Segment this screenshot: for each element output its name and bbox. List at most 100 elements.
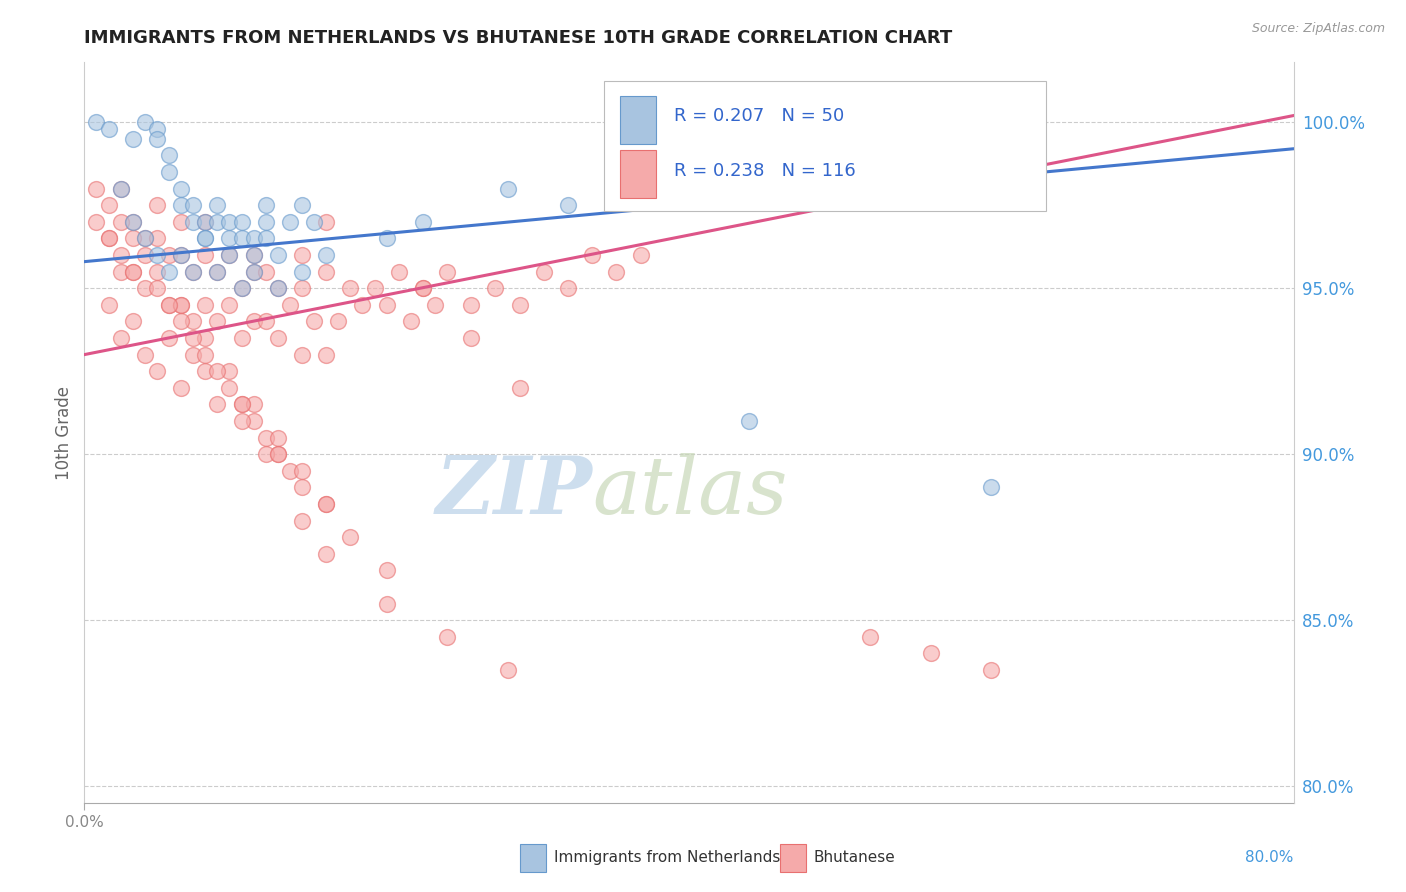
Point bbox=[920, 647, 942, 661]
Point bbox=[157, 248, 180, 262]
Point bbox=[194, 231, 217, 245]
Point bbox=[302, 314, 325, 328]
Point bbox=[375, 231, 398, 245]
Point bbox=[121, 231, 143, 245]
Point bbox=[859, 630, 882, 644]
Point bbox=[267, 447, 290, 461]
Point bbox=[375, 597, 398, 611]
Point bbox=[291, 514, 314, 528]
Point bbox=[121, 264, 143, 278]
Point bbox=[218, 298, 240, 312]
Point bbox=[339, 530, 361, 544]
Point bbox=[170, 248, 193, 262]
Point bbox=[242, 414, 264, 428]
Point bbox=[315, 348, 337, 362]
Point bbox=[134, 231, 156, 245]
Point bbox=[146, 231, 169, 245]
Point bbox=[267, 431, 290, 445]
Point bbox=[134, 115, 156, 129]
Point bbox=[97, 121, 120, 136]
Point bbox=[170, 298, 193, 312]
Point bbox=[315, 497, 337, 511]
Point bbox=[170, 298, 193, 312]
Point bbox=[110, 181, 132, 195]
Point bbox=[533, 264, 555, 278]
Point bbox=[97, 231, 120, 245]
Point bbox=[218, 248, 240, 262]
Point bbox=[170, 198, 193, 212]
Point bbox=[157, 148, 180, 162]
Point bbox=[110, 264, 132, 278]
Point bbox=[218, 231, 240, 245]
Point bbox=[436, 264, 458, 278]
Point bbox=[121, 132, 143, 146]
Text: ZIP: ZIP bbox=[436, 453, 592, 531]
Point bbox=[254, 215, 277, 229]
Point bbox=[291, 464, 314, 478]
Point bbox=[412, 215, 434, 229]
Point bbox=[157, 165, 180, 179]
Point bbox=[267, 447, 290, 461]
Point bbox=[170, 181, 193, 195]
Point bbox=[363, 281, 385, 295]
Point bbox=[134, 348, 156, 362]
Point bbox=[254, 231, 277, 245]
Point bbox=[110, 248, 132, 262]
Point bbox=[278, 464, 301, 478]
Point bbox=[231, 414, 253, 428]
Point bbox=[170, 248, 193, 262]
Point bbox=[509, 381, 531, 395]
Point bbox=[207, 364, 229, 378]
Point bbox=[328, 314, 350, 328]
Text: atlas: atlas bbox=[592, 453, 787, 531]
Point bbox=[980, 480, 1002, 494]
Point bbox=[352, 298, 374, 312]
Point bbox=[315, 248, 337, 262]
Point bbox=[146, 132, 169, 146]
Point bbox=[218, 215, 240, 229]
Point bbox=[231, 231, 253, 245]
Point bbox=[97, 198, 120, 212]
Point bbox=[291, 248, 314, 262]
Point bbox=[231, 281, 253, 295]
Point bbox=[231, 331, 253, 345]
Bar bbox=[780, 844, 806, 871]
Point bbox=[181, 264, 204, 278]
Point bbox=[339, 281, 361, 295]
Point bbox=[375, 298, 398, 312]
Point bbox=[484, 281, 506, 295]
Point bbox=[496, 663, 519, 677]
Point bbox=[267, 248, 290, 262]
Point bbox=[315, 547, 337, 561]
Point bbox=[170, 314, 193, 328]
Point bbox=[980, 663, 1002, 677]
Point bbox=[181, 314, 204, 328]
Point bbox=[134, 248, 156, 262]
Point bbox=[630, 248, 652, 262]
Point bbox=[460, 298, 482, 312]
Point bbox=[157, 298, 180, 312]
Bar bbox=[620, 150, 657, 198]
Point bbox=[231, 281, 253, 295]
Point bbox=[242, 248, 264, 262]
Point bbox=[207, 397, 229, 411]
Point bbox=[557, 281, 579, 295]
Point bbox=[423, 298, 446, 312]
Point bbox=[181, 198, 204, 212]
Point bbox=[242, 264, 264, 278]
Point bbox=[146, 264, 169, 278]
FancyBboxPatch shape bbox=[605, 81, 1046, 211]
Point bbox=[291, 480, 314, 494]
Point bbox=[157, 331, 180, 345]
Point bbox=[242, 248, 264, 262]
Point bbox=[242, 264, 264, 278]
Point bbox=[194, 331, 217, 345]
Point bbox=[146, 121, 169, 136]
Text: R = 0.207   N = 50: R = 0.207 N = 50 bbox=[675, 108, 845, 126]
Point bbox=[110, 215, 132, 229]
Point bbox=[267, 281, 290, 295]
Point bbox=[170, 381, 193, 395]
Point bbox=[399, 314, 422, 328]
Text: Source: ZipAtlas.com: Source: ZipAtlas.com bbox=[1251, 22, 1385, 36]
Point bbox=[157, 298, 180, 312]
